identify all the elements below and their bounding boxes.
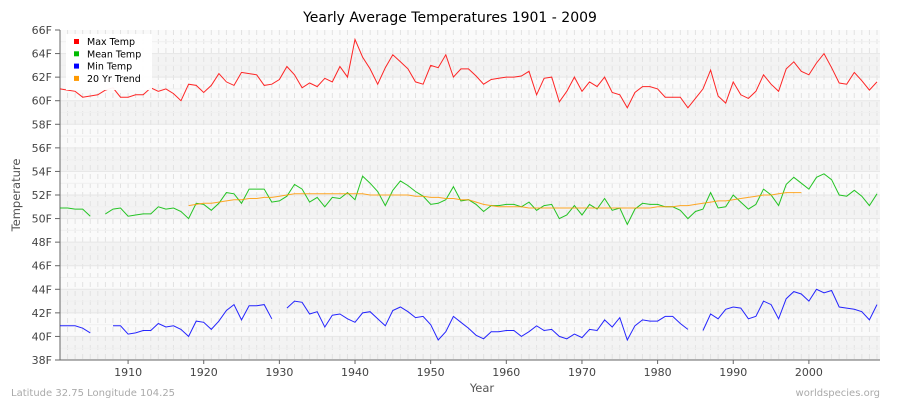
legend-swatch	[74, 39, 79, 44]
series-line-min-temp	[60, 288, 878, 342]
x-tick-label: 1980	[644, 366, 672, 379]
x-axis-label: Year	[469, 381, 495, 395]
y-axis-label: Temperature	[9, 159, 23, 233]
legend-box	[66, 34, 152, 90]
axes: 38F 40F 42F 44F 46F 48F 50F 52F 54F 56F 58F 60F 62F 6…	[32, 24, 880, 379]
y-tick-label: 46F	[32, 260, 52, 273]
x-tick-label: 1950	[417, 366, 445, 379]
y-tick-label: 66F	[32, 24, 52, 37]
series-line-max-temp	[59, 37, 878, 109]
legend-swatch	[74, 51, 79, 57]
series-lines	[59, 37, 878, 342]
y-tick-label: 54F	[32, 165, 52, 178]
x-tick-label: 1930	[265, 366, 293, 379]
legend-swatch	[74, 75, 79, 81]
legend-label: Min Temp	[87, 62, 132, 73]
x-tick-label: 1960	[492, 366, 520, 379]
x-tick-label: 1920	[190, 366, 218, 379]
y-tick-label: 60F	[32, 95, 52, 108]
series-line-20-yr-trend	[188, 192, 802, 209]
x-tick-label: 2000	[795, 366, 823, 379]
y-tick-label: 56F	[32, 142, 52, 155]
legend-label: Mean Temp	[87, 49, 141, 60]
legend-label: 20 Yr Trend	[87, 74, 141, 85]
chart-title: Yearly Average Temperatures 1901 - 2009	[302, 10, 597, 26]
x-tick-label: 1970	[568, 366, 596, 379]
source-footer[interactable]: worldspecies.org	[796, 388, 880, 399]
y-tick-label: 40F	[32, 330, 52, 343]
y-tick-label: 58F	[32, 118, 52, 131]
y-tick-label: 50F	[32, 213, 52, 226]
x-tick-label: 1940	[341, 366, 369, 379]
y-tick-label: 48F	[32, 236, 52, 249]
y-tick-label: 64F	[32, 48, 52, 61]
location-footer: Latitude 32.75 Longitude 104.25	[11, 388, 175, 399]
y-tick-label: 62F	[32, 71, 52, 84]
y-tick-label: 44F	[32, 283, 52, 296]
x-tick-label: 1910	[114, 366, 142, 379]
y-tick-label: 52F	[32, 189, 52, 202]
legend-label: Max Temp	[87, 37, 135, 48]
x-tick-label: 1990	[719, 366, 747, 379]
y-tick-label: 42F	[32, 307, 52, 320]
legend-swatch	[74, 63, 79, 69]
y-tick-label: 38F	[32, 354, 52, 367]
